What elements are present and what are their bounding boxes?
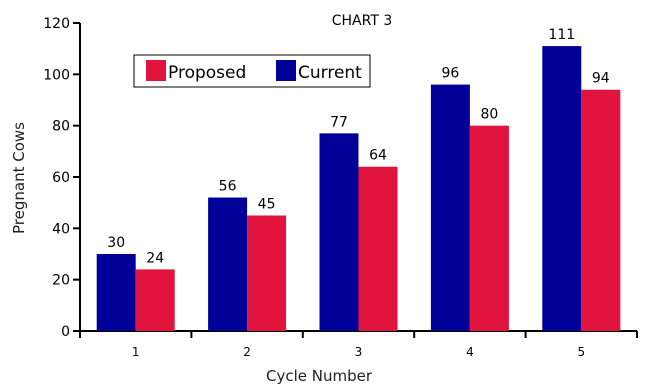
bar-current-cycle-3 xyxy=(319,133,359,331)
bar-proposed-cycle-1 xyxy=(135,269,175,331)
bar-proposed-cycle-4 xyxy=(469,125,509,332)
data-label-proposed-cycle-5: 94 xyxy=(592,71,610,87)
data-label-proposed-cycle-1: 24 xyxy=(146,250,164,266)
y-tick-label: 120 xyxy=(43,16,70,32)
y-axis: 0 20 40 60 80 100 120 xyxy=(43,16,81,340)
data-label-proposed-cycle-3: 64 xyxy=(369,148,387,164)
bar-proposed-cycle-5 xyxy=(581,89,621,331)
chart-title: CHART 3 xyxy=(332,13,393,29)
x-axis: 1 2 3 4 5 xyxy=(79,330,638,359)
legend-swatch-current xyxy=(276,60,296,81)
x-tick-label: 3 xyxy=(355,345,363,359)
legend-swatch-proposed xyxy=(146,60,166,81)
y-tick-label: 60 xyxy=(52,170,70,186)
x-axis-title: Cycle Number xyxy=(266,367,373,385)
data-label-current-cycle-3: 77 xyxy=(330,114,348,130)
legend: Proposed Current xyxy=(133,54,371,88)
y-tick-label: 80 xyxy=(52,119,70,135)
data-label-current-cycle-1: 30 xyxy=(107,235,125,251)
data-label-proposed-cycle-2: 45 xyxy=(258,197,276,213)
data-label-proposed-cycle-4: 80 xyxy=(480,107,498,123)
x-tick-label: 4 xyxy=(466,345,474,359)
data-labels: 30 24 56 45 77 64 96 80 111 94 xyxy=(107,27,610,266)
x-tick-label: 5 xyxy=(577,345,585,359)
data-label-current-cycle-2: 56 xyxy=(219,179,237,195)
y-tick-label: 100 xyxy=(43,67,70,83)
x-tick-label: 1 xyxy=(132,345,140,359)
data-label-current-cycle-4: 96 xyxy=(441,66,459,82)
y-tick-label: 0 xyxy=(61,324,70,340)
y-axis-title: Pregnant Cows xyxy=(10,122,28,234)
legend-label-current: Current xyxy=(298,63,362,83)
legend-box xyxy=(133,54,371,88)
data-label-current-cycle-5: 111 xyxy=(548,27,575,43)
x-tick-label: 2 xyxy=(243,345,251,359)
bar-proposed-cycle-2 xyxy=(247,215,287,331)
bar-current-cycle-4 xyxy=(430,84,470,331)
bar-proposed-cycle-3 xyxy=(358,166,398,331)
y-tick-label: 20 xyxy=(52,273,70,289)
bar-current-cycle-5 xyxy=(542,46,582,331)
legend-label-proposed: Proposed xyxy=(168,63,246,83)
bar-current-cycle-2 xyxy=(208,197,248,331)
bar-current-cycle-1 xyxy=(96,254,136,331)
bars xyxy=(96,46,621,332)
y-tick-label: 40 xyxy=(52,221,70,237)
